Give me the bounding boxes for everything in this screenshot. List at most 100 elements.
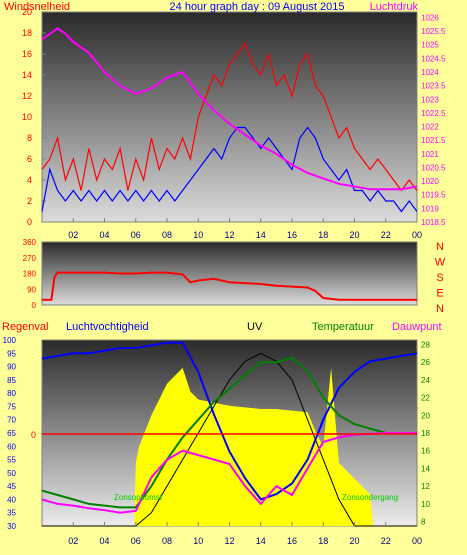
pressure-tick-label: 1020.5 [421, 163, 446, 172]
series-temperatuur [41, 356, 417, 509]
pressure-tick-label: 1025.5 [421, 27, 446, 36]
humidity-tick-label: 30 [7, 522, 16, 531]
direction-tick-label: 270 [23, 254, 37, 263]
temperature-tick-label: 8 [421, 518, 426, 527]
hour-tick-label: 00 [412, 536, 422, 546]
humidity-y-axis: 30 35 40 45 50 55 60 65 70 75 80 85 90 95 100 [3, 336, 17, 531]
temperature-tick-label: 10 [421, 500, 430, 509]
pressure-tick-label: 1023.5 [421, 82, 446, 91]
wind-tick-label: 10 [22, 112, 32, 122]
wind-tick-label: 0 [27, 217, 32, 227]
hour-tick-label: 10 [193, 230, 203, 240]
humidity-tick-label: 60 [7, 442, 16, 451]
hour-tick-label: 20 [349, 230, 359, 240]
pressure-tick-label: 1021.5 [421, 136, 446, 145]
series-uv [42, 352, 417, 527]
humidity-tick-label: 70 [7, 416, 16, 425]
hour-tick-label: 02 [68, 230, 78, 240]
series-wind-direction [42, 271, 417, 301]
hour-tick-label: 12 [224, 230, 234, 240]
wind-x-axis: 02 04 06 08 10 12 14 16 18 20 22 00 [68, 218, 422, 240]
uv-label: UV [247, 321, 263, 333]
hour-tick-label: 20 [349, 536, 359, 546]
humidity-tick-label: 50 [7, 469, 16, 478]
humidity-tick-label: 45 [7, 482, 16, 491]
hour-tick-label: 14 [256, 536, 266, 546]
direction-tick-label: 360 [23, 238, 37, 247]
hour-tick-label: 10 [193, 536, 203, 546]
hour-tick-label: 08 [162, 230, 172, 240]
pressure-tick-label: 1018.5 [421, 218, 446, 227]
direction-series [42, 271, 417, 301]
dewpoint-label: Dauwpunt [392, 321, 442, 333]
sunrise-label: Zonsopkomst [114, 493, 163, 502]
wind-tick-label: 20 [22, 7, 32, 17]
temperature-tick-label: 24 [421, 376, 430, 385]
wind-tick-label: 8 [27, 133, 32, 143]
pressure-tick-label: 1024.5 [421, 54, 446, 63]
rain-label: Regenval [2, 321, 48, 333]
direction-tick-label: 0 [32, 301, 37, 310]
pressure-tick-label: 1022 [421, 123, 439, 132]
hour-tick-label: 14 [256, 230, 266, 240]
rain-zero-mark: 0 [31, 430, 36, 440]
hour-tick-label: 02 [68, 536, 78, 546]
compass-letter: N [436, 303, 444, 315]
hour-tick-label: 06 [131, 536, 141, 546]
climate-series [41, 341, 418, 527]
sunset-label: Zonsondergang [342, 493, 398, 502]
pressure-tick-label: 1023 [421, 95, 439, 104]
temperature-tick-label: 12 [421, 482, 430, 491]
temperature-tick-label: 26 [421, 358, 430, 367]
temperature-tick-label: 28 [421, 340, 430, 349]
series-windsnelheid [41, 42, 418, 192]
humidity-tick-label: 75 [7, 402, 16, 411]
pressure-label: Luchtdruk [370, 1, 419, 13]
hour-tick-label: 04 [99, 536, 109, 546]
pressure-tick-label: 1026 [421, 13, 439, 22]
direction-y-axis: 0 90 180 270 360 [23, 238, 37, 310]
hour-tick-label: 12 [224, 536, 234, 546]
humidity-tick-label: 90 [7, 363, 16, 372]
temperature-tick-label: 18 [421, 429, 430, 438]
pressure-y-axis: 1018.5 1019 1019.5 1020 1020.5 1021 1021.5 1022… [421, 13, 446, 227]
direction-tick-label: 90 [27, 285, 36, 294]
pressure-tick-label: 1025 [421, 41, 439, 50]
wind-tick-label: 6 [27, 154, 32, 164]
temperature-label: Temperatuur [312, 321, 374, 333]
humidity-tick-label: 80 [7, 389, 16, 398]
series-windgemiddelde [41, 126, 418, 213]
humidity-tick-label: 85 [7, 376, 16, 385]
wind-tick-label: 12 [22, 91, 32, 101]
chart-title: 24 hour graph day : 09 August 2015 [170, 1, 345, 13]
wind-speed-label: Windsnelheid [4, 1, 70, 13]
hour-tick-label: 06 [131, 230, 141, 240]
temperature-tick-label: 14 [421, 464, 430, 473]
compass-letter: W [435, 257, 446, 269]
hour-tick-label: 08 [162, 536, 172, 546]
series-luchtvochtigheid [41, 341, 418, 501]
wind-y-axis: 0 2 4 6 8 10 12 14 16 18 20 [22, 7, 46, 227]
compass-letter: E [436, 288, 443, 300]
pressure-tick-label: 1020 [421, 177, 439, 186]
wind-tick-label: 18 [22, 28, 32, 38]
pressure-tick-label: 1022.5 [421, 109, 446, 118]
humidity-tick-label: 100 [3, 336, 17, 345]
wind-series [41, 27, 418, 213]
series-solar-radiation [134, 367, 374, 526]
pressure-tick-label: 1021 [421, 150, 439, 159]
wind-tick-label: 16 [22, 49, 32, 59]
direction-tick-label: 180 [23, 270, 37, 279]
humidity-tick-label: 35 [7, 509, 16, 518]
temperature-y-axis: 8 10 12 14 16 18 20 22 24 26 28 [421, 340, 430, 526]
compass-letter: N [436, 241, 444, 253]
pressure-tick-label: 1019 [421, 204, 439, 213]
hour-tick-label: 18 [318, 230, 328, 240]
humidity-label: Luchtvochtigheid [66, 321, 149, 333]
pressure-tick-label: 1019.5 [421, 191, 446, 200]
compass-letter: S [436, 272, 443, 284]
temperature-tick-label: 16 [421, 447, 430, 456]
hour-tick-label: 18 [318, 536, 328, 546]
